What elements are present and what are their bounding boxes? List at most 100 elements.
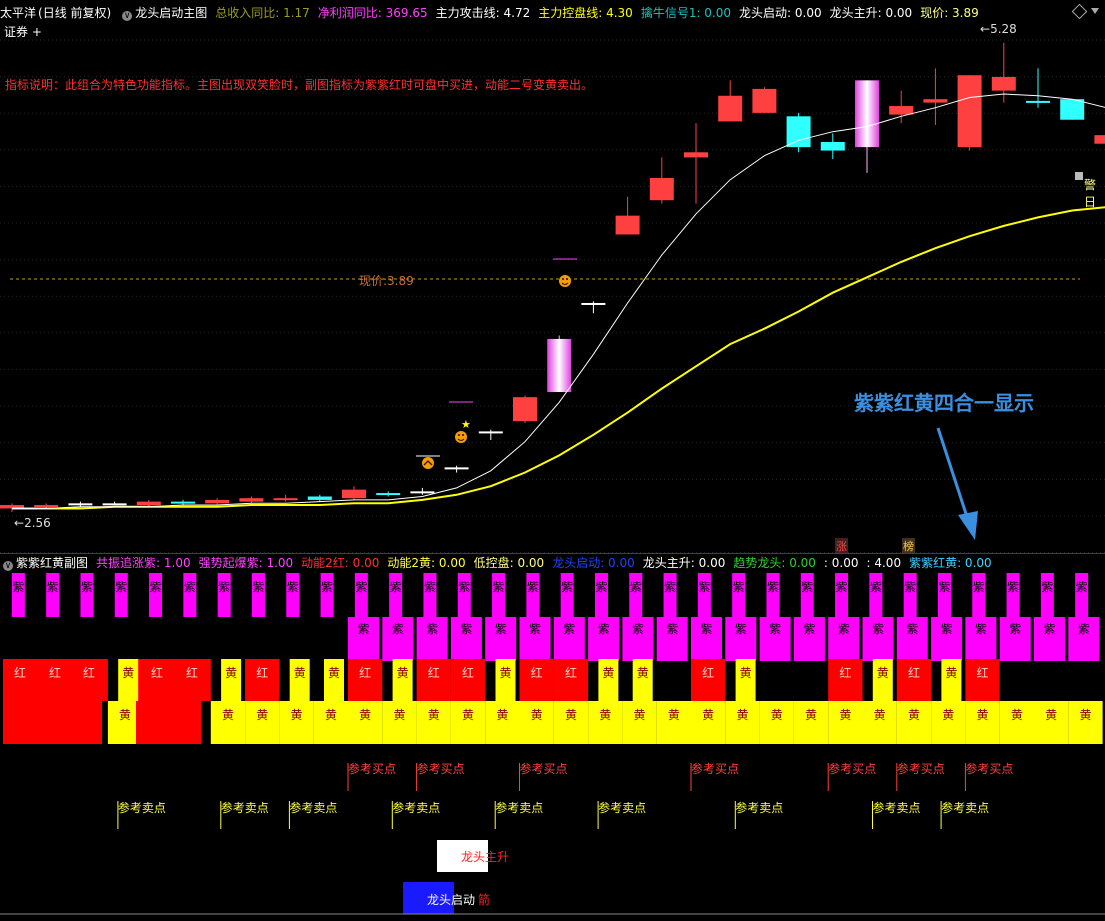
candle — [102, 501, 127, 506]
candle — [136, 499, 161, 507]
purple-mid-bar-label: 紫 — [735, 622, 747, 636]
collapse-icon[interactable]: ∨ — [3, 561, 13, 571]
sub-indicator-name[interactable]: 紫紫红黄副图 — [16, 556, 89, 570]
purple-mid-bar: 紫 — [1068, 617, 1100, 661]
period-label[interactable]: (日线 前复权) — [38, 6, 112, 20]
red-bar-label: 红 — [531, 665, 543, 680]
purple-top-bar: 紫 — [937, 573, 951, 617]
sub-indicator-chart[interactable]: 紫紫紫紫紫紫紫紫紫紫紫紫紫紫紫紫紫紫紫紫紫紫紫紫紫紫紫紫紫紫紫紫紫紫紫紫紫紫紫紫… — [0, 553, 1105, 921]
purple-mid-bar: 紫 — [931, 617, 963, 661]
yellow-low-bar: 黄 — [416, 701, 451, 744]
candle — [820, 133, 845, 160]
collapse-icon[interactable]: ∨ — [122, 11, 133, 21]
purple-top-bar-label: 紫 — [321, 580, 333, 594]
candle — [855, 80, 879, 173]
purple-top-bar: 紫 — [800, 573, 814, 617]
purple-mid-bar-label: 紫 — [906, 622, 918, 636]
main-price-chart[interactable]: ★ — [0, 0, 1105, 553]
attack-line — [12, 93, 1105, 509]
sub-item: 紫紫红黄: 0.00 — [909, 556, 992, 570]
purple-mid-bar-label: 紫 — [975, 622, 987, 636]
sell-point: 参考卖点 — [494, 800, 543, 829]
yellow-low-bar: 黄 — [485, 701, 520, 744]
purple-top-bar: 紫 — [183, 573, 197, 617]
purple-mid-bar: 紫 — [382, 617, 414, 661]
red-region-label: 红 — [151, 665, 163, 680]
purple-mid-bar-label: 紫 — [1078, 622, 1090, 636]
purple-top-bar-label: 紫 — [561, 580, 573, 594]
yellow-low-bar-label: 黄 — [291, 708, 303, 722]
sub-item: 低控盘: 0.00 — [473, 556, 545, 570]
candle — [239, 496, 264, 504]
candle — [307, 494, 332, 502]
buy-point: 参考买点 — [416, 761, 465, 791]
yellow-mid-bar-label: 黄 — [637, 666, 649, 680]
red-bar: 红 — [553, 659, 589, 701]
yellow-mid-bar-label: 黄 — [499, 666, 511, 680]
purple-top-bar: 紫 — [149, 573, 163, 617]
sell-point: 参考卖点 — [288, 800, 337, 829]
red-region — [3, 659, 102, 744]
candle — [342, 486, 366, 500]
svg-text:参考买点: 参考买点 — [348, 761, 396, 776]
red-bar: 红 — [450, 659, 486, 701]
yellow-mid-bar-label: 黄 — [602, 666, 614, 680]
yellow-low-bar: 黄 — [210, 701, 246, 744]
svg-text:参考买点: 参考买点 — [417, 761, 465, 776]
purple-top-bar: 紫 — [457, 573, 471, 617]
purple-top-bar: 紫 — [389, 573, 403, 617]
red-bar: 红 — [348, 659, 383, 701]
pane-divider[interactable] — [0, 553, 1105, 554]
stock-name: 太平洋 — [0, 6, 37, 20]
candle — [547, 335, 572, 393]
purple-top-bar-label: 紫 — [458, 580, 470, 594]
purple-mid-bar-label: 紫 — [838, 622, 850, 636]
purple-mid-bar-label: 紫 — [769, 622, 781, 636]
yellow-mid-bar-label: 黄 — [328, 666, 340, 680]
yellow-low-bar: 黄 — [725, 701, 760, 744]
yellow-low-bar-label: 黄 — [702, 708, 714, 722]
red-bar: 红 — [691, 659, 726, 701]
purple-mid-bar: 紫 — [656, 617, 688, 661]
yellow-low-bar-label: 黄 — [1011, 708, 1023, 722]
sub-header: ∨ 紫紫红黄副图 共振追涨紫: 1.00 强势起爆紫: 1.00 动能2红: 0.00 动… — [0, 553, 1000, 573]
purple-mid-bar: 紫 — [793, 617, 825, 661]
svg-text:参考买点: 参考买点 — [691, 761, 739, 776]
buy-point: 参考买点 — [519, 761, 568, 791]
candle — [171, 499, 195, 506]
purple-top-bar: 紫 — [46, 573, 60, 617]
purple-mid-bar: 紫 — [622, 617, 654, 661]
purple-top-bar-label: 紫 — [493, 580, 505, 594]
purple-top-bar: 紫 — [835, 573, 849, 617]
purple-top-bar-label: 紫 — [870, 580, 882, 594]
yellow-low-bar: 黄 — [622, 701, 657, 744]
purple-top-bar: 紫 — [114, 573, 128, 617]
yellow-mid-bar-label: 黄 — [225, 666, 237, 680]
start-box — [403, 882, 454, 914]
svg-text:参考买点: 参考买点 — [520, 761, 568, 776]
purple-top-bar-label: 紫 — [938, 580, 950, 594]
indicator-name[interactable]: 龙头启动主图 — [135, 6, 208, 20]
sub-line[interactable]: 证券 + — [4, 25, 42, 39]
purple-mid-bar-label: 紫 — [563, 622, 575, 636]
purple-top-bar: 紫 — [80, 573, 94, 617]
candle — [649, 157, 674, 204]
purple-mid-bar: 紫 — [691, 617, 722, 661]
purple-mid-bar-label: 紫 — [358, 622, 370, 636]
dropdown-icon[interactable] — [1091, 8, 1099, 14]
purple-top-bar: 紫 — [732, 573, 746, 617]
purple-top-bar-label: 紫 — [115, 580, 127, 594]
purple-mid-bar-label: 紫 — [529, 622, 541, 636]
yellow-mid-bar-label: 黄 — [945, 666, 957, 680]
purple-mid-bar: 紫 — [485, 617, 517, 661]
svg-text:参考买点: 参考买点 — [965, 761, 1013, 776]
candle — [376, 491, 401, 497]
purple-top-bar: 紫 — [663, 573, 677, 617]
purple-mid-bar: 紫 — [519, 617, 551, 661]
purple-top-bar: 紫 — [560, 573, 574, 617]
svg-text:参考卖点: 参考卖点 — [735, 800, 783, 815]
yellow-low-bar-label: 黄 — [428, 708, 440, 722]
yellow-low-bar-label: 黄 — [496, 708, 508, 722]
candle — [513, 395, 537, 423]
purple-top-bar-label: 紫 — [664, 580, 676, 594]
